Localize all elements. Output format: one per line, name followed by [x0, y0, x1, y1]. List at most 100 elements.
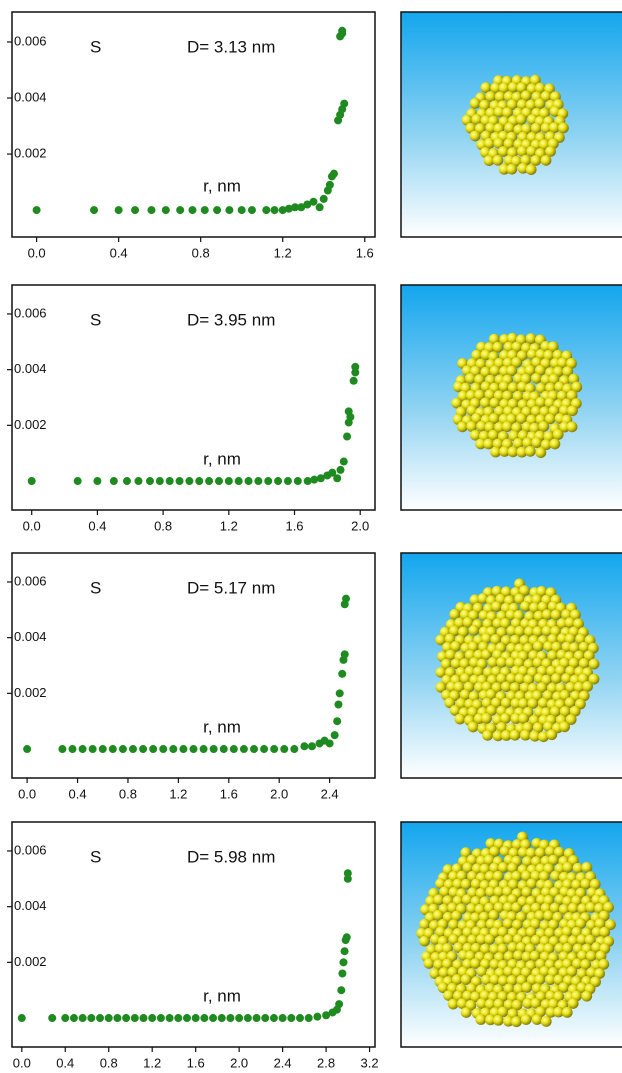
- atom: [561, 1006, 573, 1018]
- atom: [462, 617, 474, 628]
- atom: [460, 974, 472, 985]
- data-point: [147, 206, 156, 215]
- atom: [497, 146, 509, 157]
- atom: [481, 633, 492, 644]
- data-point: [316, 474, 325, 483]
- data-point: [161, 206, 170, 215]
- atom: [525, 926, 537, 938]
- data-point: [104, 1014, 113, 1023]
- atom: [544, 397, 556, 409]
- atom: [544, 927, 556, 939]
- data-point: [156, 1014, 165, 1023]
- atom: [449, 608, 461, 620]
- atom: [499, 446, 510, 457]
- atom: [577, 950, 588, 962]
- data-point: [188, 206, 197, 215]
- atom: [549, 122, 560, 133]
- atom: [507, 942, 519, 953]
- atom: [461, 114, 473, 126]
- atom: [522, 855, 533, 867]
- atom: [549, 902, 561, 914]
- atom: [503, 999, 515, 1011]
- atom: [566, 358, 577, 369]
- atom: [556, 618, 568, 629]
- data-point: [307, 742, 316, 751]
- atom: [456, 998, 468, 1009]
- atom: [566, 421, 578, 433]
- atom: [443, 990, 455, 1001]
- atom: [459, 672, 471, 684]
- atom: [462, 862, 474, 873]
- atom: [510, 713, 522, 724]
- atom: [498, 975, 509, 987]
- atom: [493, 902, 505, 913]
- data-point: [337, 986, 346, 995]
- atom: [503, 933, 515, 945]
- atom: [521, 123, 532, 135]
- data-point: [293, 477, 302, 486]
- data-point: [339, 457, 348, 466]
- data-point: [98, 745, 107, 754]
- x-tick-label: 0.4: [69, 786, 87, 801]
- data-point: [122, 1014, 131, 1023]
- atom: [489, 365, 501, 377]
- atom: [559, 405, 570, 416]
- atom: [447, 902, 459, 914]
- atom: [496, 721, 508, 733]
- atom: [516, 446, 528, 458]
- atom: [502, 886, 514, 898]
- atom: [566, 390, 578, 401]
- atom: [489, 846, 501, 857]
- atom: [545, 1006, 557, 1018]
- y-axis-label: S: [90, 847, 101, 866]
- data-point: [319, 194, 328, 203]
- atom: [536, 585, 548, 597]
- atom: [518, 713, 530, 724]
- atom: [557, 122, 569, 134]
- atom: [466, 903, 478, 914]
- data-point: [322, 1011, 331, 1020]
- atom: [562, 366, 574, 377]
- atom: [488, 909, 500, 921]
- atom: [565, 714, 577, 725]
- y-tick-label: 0.006: [14, 573, 47, 588]
- atom: [500, 681, 512, 693]
- data-point: [261, 1014, 270, 1023]
- atom: [456, 421, 468, 433]
- data-point: [303, 477, 312, 486]
- panel-title: D= 3.13 nm: [187, 37, 275, 56]
- atom: [483, 854, 495, 866]
- atom: [543, 943, 555, 955]
- y-tick-label: 0.004: [14, 361, 47, 376]
- y-tick-label: 0.006: [14, 842, 47, 857]
- x-tick-label: 2.4: [321, 786, 339, 801]
- atom: [511, 341, 523, 353]
- data-point: [303, 200, 312, 209]
- data-point: [182, 1014, 191, 1023]
- data-point: [165, 477, 174, 486]
- data-point: [325, 180, 334, 189]
- data-point: [78, 1014, 87, 1023]
- atom: [497, 943, 509, 955]
- atom: [494, 421, 505, 433]
- data-point: [252, 1014, 261, 1023]
- atom: [488, 333, 500, 345]
- atom: [549, 438, 561, 450]
- data-point: [88, 745, 97, 754]
- atom: [585, 950, 597, 962]
- atom: [506, 365, 518, 377]
- atom: [578, 690, 590, 702]
- data-point: [145, 477, 154, 486]
- atom: [509, 729, 521, 741]
- data-point: [342, 933, 351, 942]
- data-point: [334, 700, 343, 709]
- atom: [470, 942, 482, 954]
- data-point: [310, 475, 319, 484]
- atom: [532, 722, 544, 734]
- data-point: [290, 745, 299, 754]
- atom: [420, 904, 431, 916]
- atom: [450, 640, 462, 652]
- atom: [498, 381, 510, 392]
- atom: [553, 846, 565, 858]
- atom: [506, 974, 518, 986]
